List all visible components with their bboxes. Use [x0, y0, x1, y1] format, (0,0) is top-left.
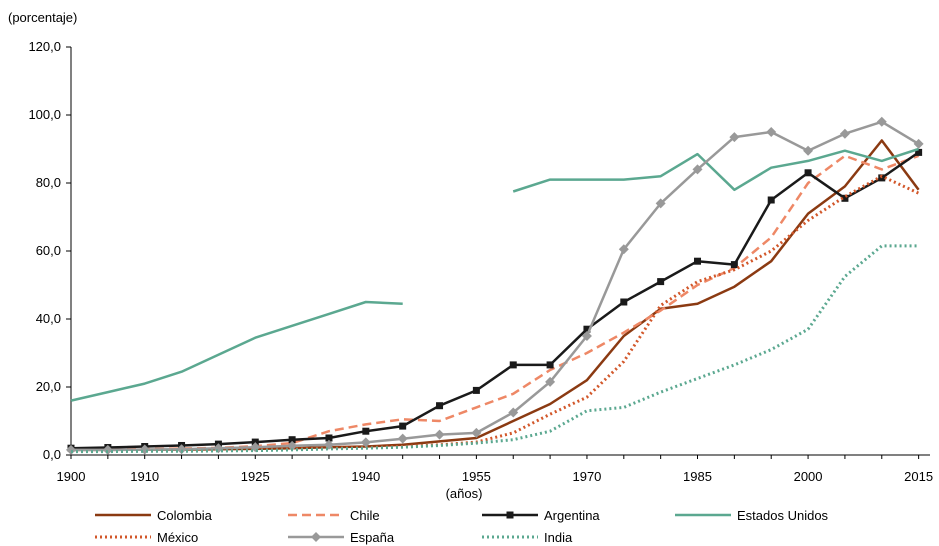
- point-argentina: [841, 194, 849, 202]
- series-line-india: [71, 244, 919, 454]
- point-espana: [102, 444, 113, 455]
- x-tick-label: 2015: [904, 469, 933, 484]
- point-espana: [323, 439, 334, 450]
- legend-label-chile: Chile: [350, 508, 380, 523]
- point-espana: [545, 376, 556, 387]
- series-line-mexico: [70, 174, 920, 453]
- point-espana: [434, 429, 445, 440]
- series-lines: [66, 116, 924, 455]
- point-argentina: [325, 434, 333, 442]
- point-argentina: [472, 386, 480, 394]
- point-espana: [803, 145, 814, 156]
- legend-label-estados-unidos: Estados Unidos: [737, 508, 829, 523]
- series-line-chile: [70, 154, 920, 452]
- legend-marker-espana: [311, 532, 321, 542]
- point-argentina: [804, 169, 812, 177]
- y-tick-label: 40,0: [36, 311, 61, 326]
- legend: Colombia Chile Argentina Estados Unidos Méxi…: [95, 508, 829, 545]
- point-argentina: [546, 361, 554, 369]
- point-espana: [876, 116, 887, 127]
- x-ticks: 1900 1910 1925 1940 1955 1970 1985 2000 2015: [57, 455, 933, 484]
- x-tick-label: 1925: [241, 469, 270, 484]
- point-argentina: [251, 438, 259, 446]
- point-argentina: [694, 257, 702, 265]
- y-axis-label: (porcentaje): [8, 10, 77, 25]
- point-espana: [213, 443, 224, 454]
- legend-label-india: India: [544, 530, 573, 545]
- axes: [70, 47, 930, 456]
- series-line-colombia: [71, 139, 920, 452]
- y-tick-label: 20,0: [36, 379, 61, 394]
- point-argentina: [767, 196, 775, 204]
- series-line-estados-unidos: [512, 147, 919, 193]
- x-tick-label: 2000: [794, 469, 823, 484]
- legend-label-colombia: Colombia: [157, 508, 213, 523]
- point-argentina: [288, 436, 296, 444]
- point-espana: [471, 427, 482, 438]
- series-line-espana: [71, 120, 920, 452]
- x-tick-label: 1940: [351, 469, 380, 484]
- x-tick-label: 1910: [130, 469, 159, 484]
- y-tick-label: 120,0: [28, 39, 61, 54]
- series-line-estados-unidos: [70, 300, 403, 402]
- point-argentina: [509, 361, 517, 369]
- point-espana: [176, 444, 187, 455]
- y-tick-label: 80,0: [36, 175, 61, 190]
- point-espana: [729, 132, 740, 143]
- x-tick-label: 1985: [683, 469, 712, 484]
- point-espana: [692, 164, 703, 175]
- point-argentina: [583, 325, 591, 333]
- legend-label-argentina: Argentina: [544, 508, 600, 523]
- point-espana: [397, 433, 408, 444]
- point-espana: [581, 331, 592, 341]
- point-argentina: [362, 427, 370, 435]
- point-argentina: [620, 298, 628, 306]
- series-line-argentina: [70, 151, 920, 450]
- y-tick-label: 0,0: [43, 447, 61, 462]
- point-espana: [66, 444, 76, 455]
- y-tick-label: 60,0: [36, 243, 61, 258]
- point-espana: [913, 138, 924, 149]
- point-espana: [766, 127, 777, 137]
- x-axis-label: (años): [446, 486, 483, 501]
- point-argentina: [657, 278, 665, 286]
- legend-label-espana: España: [350, 530, 395, 545]
- x-tick-label: 1900: [57, 469, 86, 484]
- legend-label-mexico: México: [157, 530, 198, 545]
- x-tick-label: 1970: [572, 469, 601, 484]
- point-espana: [839, 128, 850, 139]
- point-argentina: [730, 261, 738, 269]
- y-ticks: 0,0 20,0 40,0 60,0 80,0 100,0 120,0: [28, 39, 71, 462]
- point-espana: [287, 440, 298, 451]
- point-argentina: [915, 148, 923, 156]
- point-espana: [618, 244, 629, 255]
- y-tick-label: 100,0: [28, 107, 61, 122]
- point-argentina: [436, 402, 444, 410]
- point-argentina: [399, 422, 407, 430]
- legend-marker-argentina: [506, 511, 514, 519]
- point-espana: [655, 198, 666, 209]
- point-espana: [508, 407, 519, 418]
- point-espana: [360, 437, 371, 448]
- x-tick-label: 1955: [462, 469, 491, 484]
